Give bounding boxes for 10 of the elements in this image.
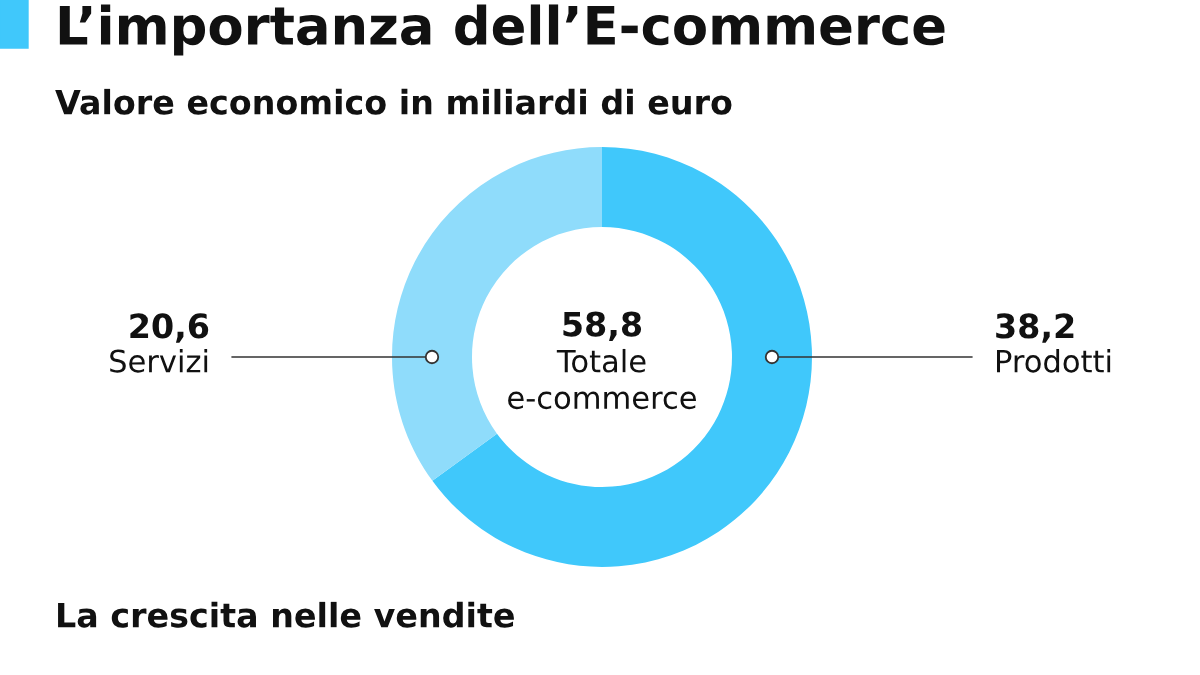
text: 58,8 — [563, 311, 642, 341]
slice-label: Servizi — [110, 349, 208, 373]
chart-subtitle: Valore economico in miliardi di euro — [55, 88, 732, 115]
slice-label: Prodotti — [997, 349, 1111, 373]
donut-slice — [432, 147, 812, 567]
chart-title: L’importanza dell’E-commerce — [59, 4, 945, 56]
data-label: 20,6 — [130, 313, 209, 343]
data-label: 38,2 — [996, 313, 1074, 343]
text: La crescita nelle vendite — [58, 601, 514, 628]
text: Totale e-commerce — [508, 348, 696, 410]
